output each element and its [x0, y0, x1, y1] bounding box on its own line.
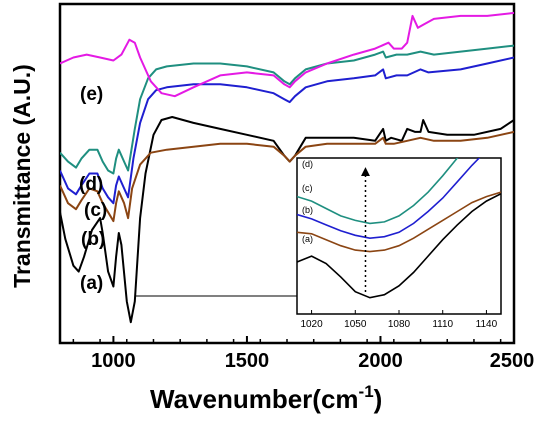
inset-series-group: [297, 158, 501, 299]
inset-x-tick-label: 1140: [476, 319, 498, 330]
inset-frame: [296, 157, 502, 315]
x-axis-title-paren-open: (: [312, 384, 321, 414]
inset-label-d: (d): [302, 159, 313, 169]
inset: 1020 1050 1080 1110 1140 (d) (c) (b) (a): [296, 157, 502, 330]
series-label-c: (c): [84, 200, 107, 221]
x-axis-title-paren-close: ): [374, 384, 383, 414]
inset-label-b: (b): [302, 205, 313, 215]
x-tick-label: 1500: [225, 350, 270, 372]
inset-label-c: (c): [302, 183, 313, 193]
inset-x-tick-label: 1110: [432, 319, 453, 330]
inset-x-tick-label: 1050: [344, 319, 367, 330]
series-line-b: [60, 130, 514, 223]
inset-series-line-b: [297, 191, 501, 253]
inset-x-tick-label: 1080: [388, 319, 411, 330]
series-line-e: [60, 11, 514, 98]
series-line-c: [60, 56, 514, 205]
series-label-d: (d): [79, 174, 103, 195]
series-label-a: (a): [80, 273, 103, 294]
y-axis-title: Transmittance (A.U.): [9, 64, 35, 288]
x-tick-label: 1000: [91, 350, 136, 372]
inset-x-axis-ticks: 1020 1050 1080 1110 1140: [300, 310, 498, 330]
x-axis-ticks: 1000 1500 2000 2500: [72, 336, 535, 372]
x-tick-label: 2000: [358, 350, 403, 372]
series-label-b: (b): [81, 229, 105, 250]
x-axis-title-unit: cm: [321, 384, 359, 414]
main-series-group: [60, 11, 514, 324]
inset-label-a: (a): [302, 234, 313, 244]
x-axis-title-unit-exp: -1: [359, 382, 374, 401]
series-line-a: [60, 116, 514, 324]
inset-series-line-d: [297, 158, 459, 225]
inset-series-line-a: [297, 192, 501, 299]
series-line-d: [60, 44, 514, 175]
inset-series-line-c: [297, 158, 481, 240]
x-axis-title-main: Wavenumber: [150, 384, 312, 414]
x-tick-label: 2500: [490, 350, 535, 372]
x-axis-title: Wavenumber(cm-1): [150, 382, 382, 414]
series-label-e: (e): [80, 84, 103, 105]
inset-x-tick-label: 1020: [300, 319, 323, 330]
